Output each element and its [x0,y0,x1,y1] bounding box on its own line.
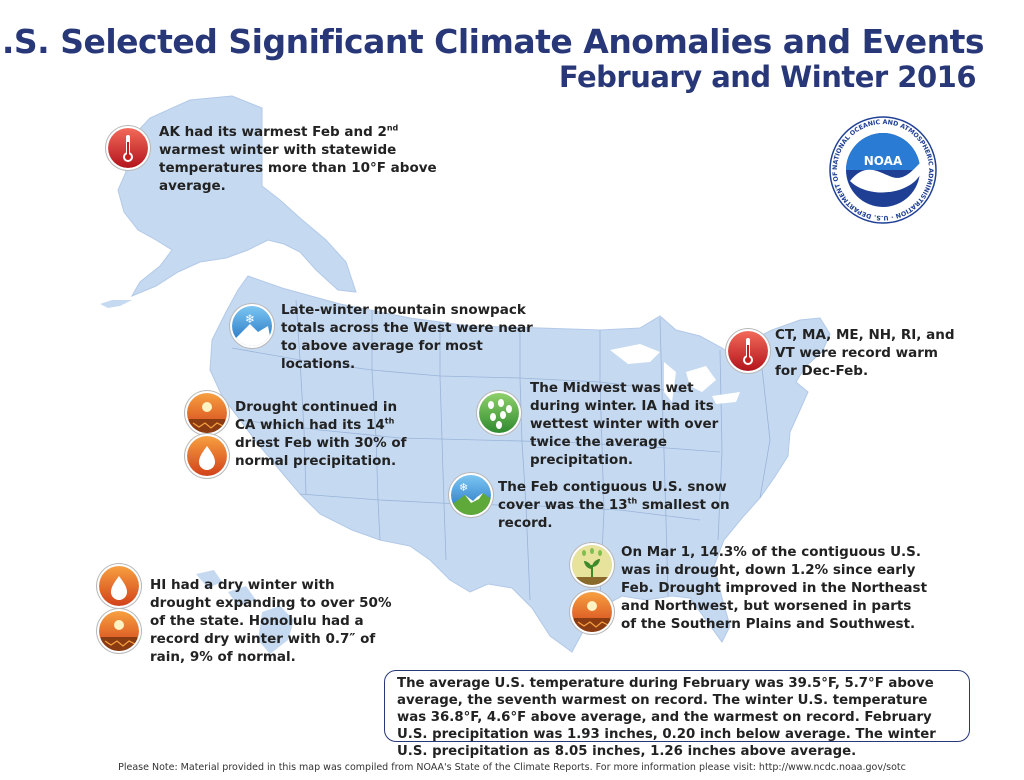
noaa-logo-text: NOAA [864,154,903,168]
hawaii-drought-badge [99,611,139,651]
thermometer-warm-icon [728,331,768,371]
svg-text:❄: ❄ [459,481,468,494]
alaska-shape [117,95,357,298]
snow-cover-event-note: The Feb contiguous U.S. snow cover was t… [498,479,730,531]
drought-event-note: On Mar 1, 14.3% of the contiguous U.S. w… [621,544,928,632]
snowpack-badge: ❄ [232,306,272,346]
snow-cover-badge: ❄ [451,475,491,515]
contiguous-us-shape [209,275,831,653]
great-lakes-shape [610,344,740,404]
hawaii-event-note: HI had a dry winter with drought expandi… [150,577,392,665]
hawaii-shape [196,570,294,654]
alaska-warm-badge [108,128,148,168]
dry-droplet-icon [187,436,227,476]
dry-droplet-icon [99,566,139,606]
snowpack-event-note: Late-winter mountain snowpack totals acr… [281,302,533,372]
drought-worsened-badge [572,592,612,632]
footer-note: Please Note: Material provided in this m… [118,762,906,773]
california-dry-badge [187,436,227,476]
midwest-event-note: The Midwest was wet during winter. IA ha… [530,380,719,468]
national-summary-box: The average U.S. temperature during Febr… [384,670,970,759]
page-title: U.S. Selected Significant Climate Anomal… [0,22,985,61]
mountain-snow-icon: ❄ [232,306,272,346]
drought-cracked-earth-icon [572,592,612,632]
state-borders [231,299,771,601]
drought-cracked-earth-icon [187,393,227,433]
hawaii-dry-badge [99,566,139,606]
rain-drops-icon [479,393,519,433]
thermometer-warm-icon [108,128,148,168]
svg-text:❄: ❄ [245,312,255,326]
national-summary-text: The average U.S. temperature during Febr… [397,676,936,759]
snow-cover-icon: ❄ [451,475,491,515]
page-subtitle: February and Winter 2016 [558,60,977,94]
alaska-event-note: AK had its warmest Feb and 2nd warmest w… [159,123,437,194]
noaa-emblem-icon: NATIONAL OCEANIC AND ATMOSPHERIC ADMINIS… [825,110,937,224]
noaa-logo: NATIONAL OCEANIC AND ATMOSPHERIC ADMINIS… [825,110,938,229]
drought-improved-badge [572,545,612,585]
california-event-note: Drought continued in CA which had its 14… [235,399,407,469]
midwest-wet-badge [479,393,519,433]
aleutian-islands-shape [100,300,132,308]
northeast-event-note: CT, MA, ME, NH, RI, and VT were record w… [775,327,955,379]
california-drought-badge [187,393,227,433]
drought-improved-sprout-icon [572,545,612,585]
drought-cracked-earth-icon [99,611,139,651]
northeast-warm-badge [728,331,768,371]
